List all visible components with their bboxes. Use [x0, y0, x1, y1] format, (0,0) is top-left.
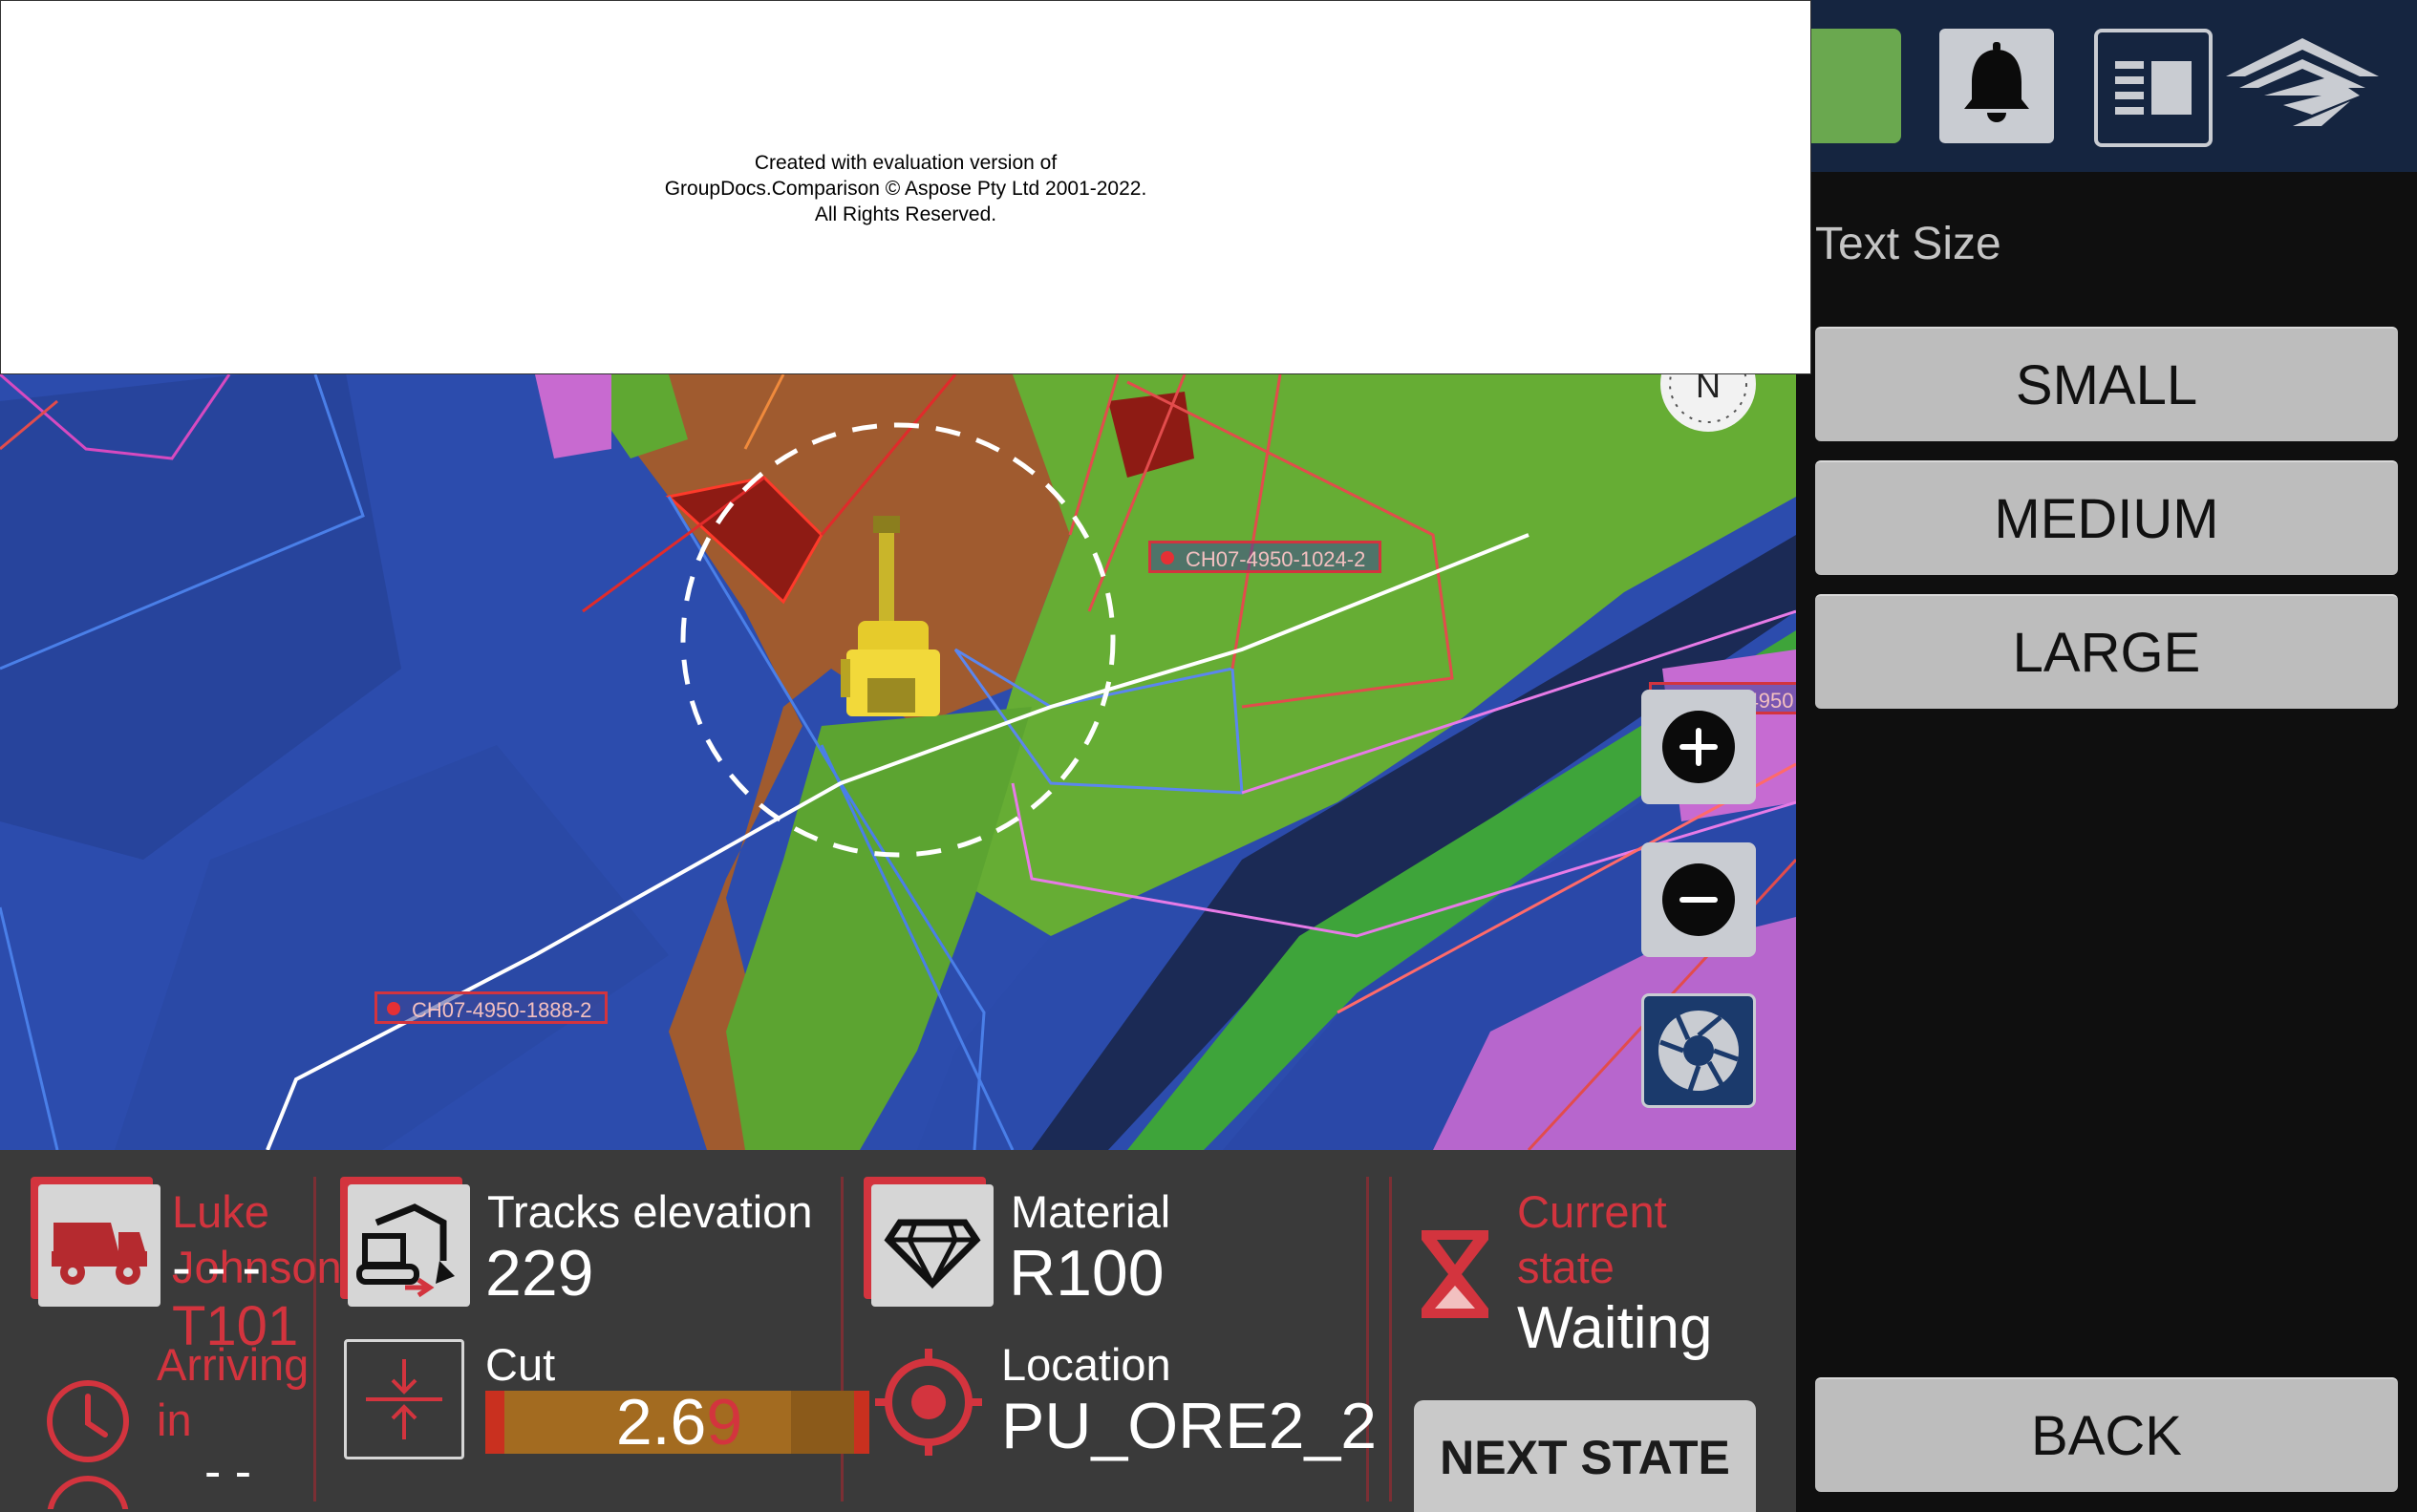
text-size-large-button[interactable]: LARGE	[1815, 594, 2398, 709]
block-marker-icon	[387, 1002, 400, 1015]
status-panel: Luke Johnson - - - T101 Arriving in - - …	[0, 1150, 1796, 1512]
excavator-marker-icon[interactable]	[841, 516, 946, 745]
zoom-out-icon	[1662, 863, 1735, 936]
tracks-elevation-label: Tracks elevation	[487, 1186, 813, 1237]
current-state-label: Current state	[1517, 1186, 1667, 1292]
cut-value: 2.69	[615, 1386, 743, 1459]
tracks-elevation-value: 229	[485, 1237, 594, 1310]
watermark-line: GroupDocs.Comparison © Aspose Pty Ltd 20…	[664, 178, 1147, 200]
next-state-button[interactable]: NEXT STATE	[1414, 1400, 1756, 1512]
material-label: Material	[1011, 1186, 1171, 1237]
divider	[841, 1177, 844, 1501]
watermark-line: Created with evaluation version of	[754, 152, 1058, 174]
elevation-icon	[366, 1359, 442, 1439]
cut-progress-fill	[504, 1391, 792, 1454]
truck-id: T101	[172, 1295, 299, 1357]
truck-placeholder: - - -	[172, 1235, 262, 1299]
layout-icon	[2115, 61, 2192, 115]
map-label-block-2[interactable]: CH07-4950-1888-2	[374, 991, 609, 1024]
zoom-out-button[interactable]	[1641, 842, 1756, 957]
excavator-icon	[356, 1203, 455, 1298]
location-value: PU_ORE2_2	[1001, 1390, 1378, 1462]
notifications-button[interactable]	[1939, 29, 2054, 143]
cut-fill-icon-box[interactable]	[344, 1339, 464, 1459]
company-logo-icon	[2226, 38, 2379, 134]
text-size-medium-button[interactable]: MEDIUM	[1815, 460, 2398, 575]
zoom-in-button[interactable]	[1641, 690, 1756, 804]
divider	[1389, 1177, 1392, 1501]
text-size-small-button[interactable]: SMALL	[1815, 327, 2398, 441]
cut-label: Cut	[485, 1339, 556, 1390]
material-value: R100	[1009, 1237, 1165, 1310]
hourglass-icon	[1422, 1230, 1488, 1318]
divider	[1366, 1177, 1369, 1501]
bell-icon	[1964, 42, 2029, 122]
material-icon-box[interactable]	[871, 1184, 994, 1307]
truck-icon-box[interactable]	[38, 1184, 160, 1307]
dump-truck-icon	[52, 1223, 147, 1285]
zoom-in-icon	[1662, 711, 1735, 783]
map-label-block-1[interactable]: CH07-4950-1024-2	[1148, 541, 1382, 573]
block-marker-icon	[1161, 551, 1174, 564]
connection-status-indicator[interactable]	[1811, 29, 1901, 143]
excavator-icon-box[interactable]	[348, 1184, 470, 1307]
divider	[313, 1177, 316, 1501]
text-size-title: Text Size	[1815, 219, 2001, 269]
operator-name: Luke Johnson	[172, 1186, 342, 1292]
gem-icon	[884, 1219, 981, 1289]
watermark-line: All Rights Reserved.	[814, 203, 997, 225]
location-target-icon	[875, 1349, 982, 1456]
arriving-label: Arriving in	[157, 1339, 310, 1445]
location-label: Location	[1001, 1339, 1171, 1390]
camera-shutter-icon	[1658, 1011, 1739, 1092]
current-state-value: Waiting	[1517, 1295, 1713, 1361]
cut-progress-bar: 2.69	[485, 1387, 869, 1458]
back-button[interactable]: BACK	[1815, 1377, 2398, 1492]
clock-icon	[47, 1380, 129, 1509]
layout-toggle-button[interactable]	[2094, 29, 2213, 147]
snapshot-button[interactable]	[1641, 993, 1756, 1108]
evaluation-watermark: Created with evaluation version of Group…	[0, 0, 1811, 374]
arriving-value: - -	[204, 1444, 252, 1500]
